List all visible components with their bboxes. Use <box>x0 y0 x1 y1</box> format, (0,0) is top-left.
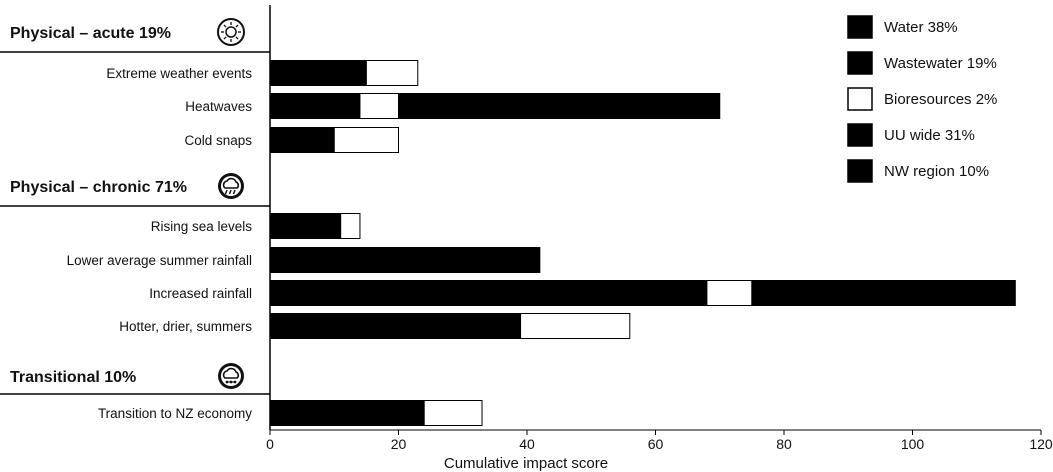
x-tick-label: 40 <box>519 436 535 452</box>
x-tick-label: 20 <box>391 436 407 452</box>
legend-swatch <box>847 123 873 147</box>
legend-swatch <box>847 15 873 39</box>
bar-segment <box>359 93 400 119</box>
icon-sun-core <box>225 26 237 38</box>
category-label: Heatwaves <box>185 99 252 114</box>
icon-sun-ray <box>223 36 227 40</box>
legend-label: NW region 10% <box>884 163 989 180</box>
sun-weather-icon <box>217 18 245 46</box>
bar-segment <box>340 213 361 239</box>
group-header-label: Physical – chronic 71% <box>10 179 187 196</box>
bar-segment <box>269 313 522 339</box>
icon-sun-ray <box>235 24 239 28</box>
icon-cloud <box>222 367 240 379</box>
bar-segment <box>269 400 425 426</box>
bar-segment <box>365 60 419 86</box>
legend-swatch <box>847 159 873 183</box>
category-label: Increased rainfall <box>149 286 252 301</box>
bar-segment <box>706 280 753 306</box>
cloud-rain-icon <box>218 173 244 199</box>
bar-segment <box>751 280 1016 306</box>
bar-segment <box>398 93 721 119</box>
legend-swatch <box>847 51 873 75</box>
bar-segment <box>269 280 708 306</box>
bar-segment <box>423 400 483 426</box>
bar-segment <box>269 60 367 86</box>
bar-segment <box>269 127 335 153</box>
category-label: Rising sea levels <box>151 219 253 234</box>
bar-segment <box>333 127 399 153</box>
x-tick-label: 100 <box>901 436 925 452</box>
group-header-label: Transitional 10% <box>10 369 136 386</box>
bar-segment <box>269 213 342 239</box>
x-tick-label: 120 <box>1029 436 1053 452</box>
icon-sun-ray <box>235 36 239 40</box>
x-tick-label: 80 <box>776 436 792 452</box>
plot-area: 0 20 40 60 80 100 120 Physical – acute 19% Extre… <box>0 5 1053 452</box>
x-axis-title: Cumulative impact score <box>444 455 608 472</box>
category-label: Lower average summer rainfall <box>67 253 252 268</box>
cloud-network-icon <box>218 363 244 389</box>
legend-label: Wastewater 19% <box>884 55 997 72</box>
icon-cloud <box>222 177 240 189</box>
icon-raindrop <box>232 189 236 195</box>
x-tick-label: 0 <box>266 436 274 452</box>
group-header-label: Physical – acute 19% <box>10 25 171 42</box>
x-tick-label: 60 <box>648 436 664 452</box>
category-label: Transition to NZ economy <box>98 406 252 421</box>
category-label: Hotter, drier, summers <box>119 319 252 334</box>
legend-label: Water 38% <box>884 19 958 36</box>
legend-label: UU wide 31% <box>884 127 975 144</box>
legend-swatch <box>847 87 873 111</box>
category-label: Cold snaps <box>184 133 252 148</box>
icon-raindrop <box>224 189 228 195</box>
bar-segment <box>269 247 541 273</box>
icon-raindrop <box>228 189 232 195</box>
bar-segment <box>520 313 631 339</box>
icon-sun-ray <box>223 24 227 28</box>
bar-segment <box>269 93 361 119</box>
category-label: Extreme weather events <box>106 66 252 81</box>
legend-label: Bioresources 2% <box>884 91 997 108</box>
